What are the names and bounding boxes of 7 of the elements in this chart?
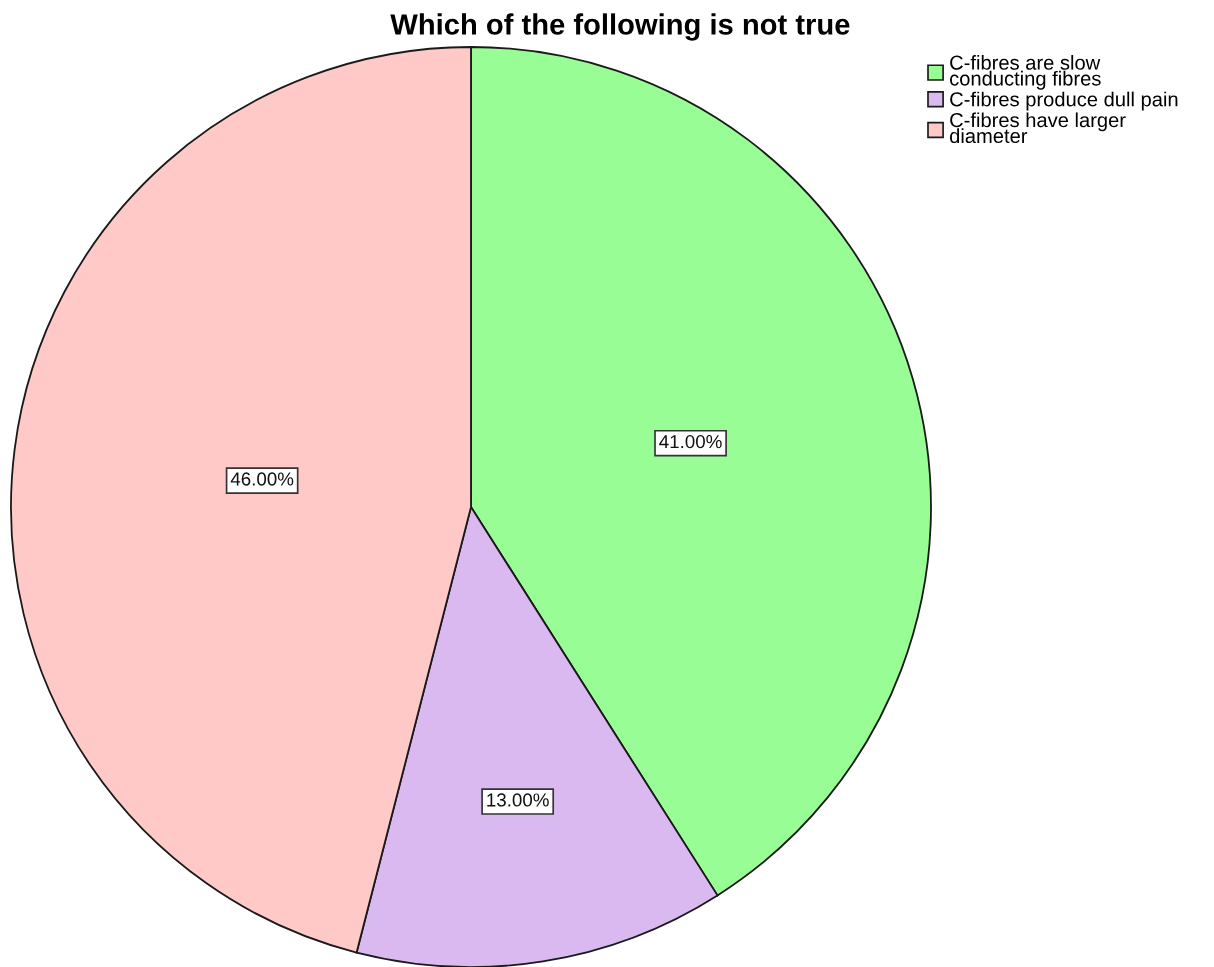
data-label: 46.00% xyxy=(230,472,294,486)
legend-label: C-fibres are slow conducting fibres xyxy=(950,55,1101,90)
legend-label: C-fibres produce dull pain xyxy=(950,91,1178,111)
chart-title: Which of the following is not true xyxy=(390,13,850,41)
data-label: 13.00% xyxy=(487,793,549,807)
data-label: 41.00% xyxy=(659,434,722,449)
legend-label: C-fibres have larger diameter xyxy=(949,112,1126,144)
